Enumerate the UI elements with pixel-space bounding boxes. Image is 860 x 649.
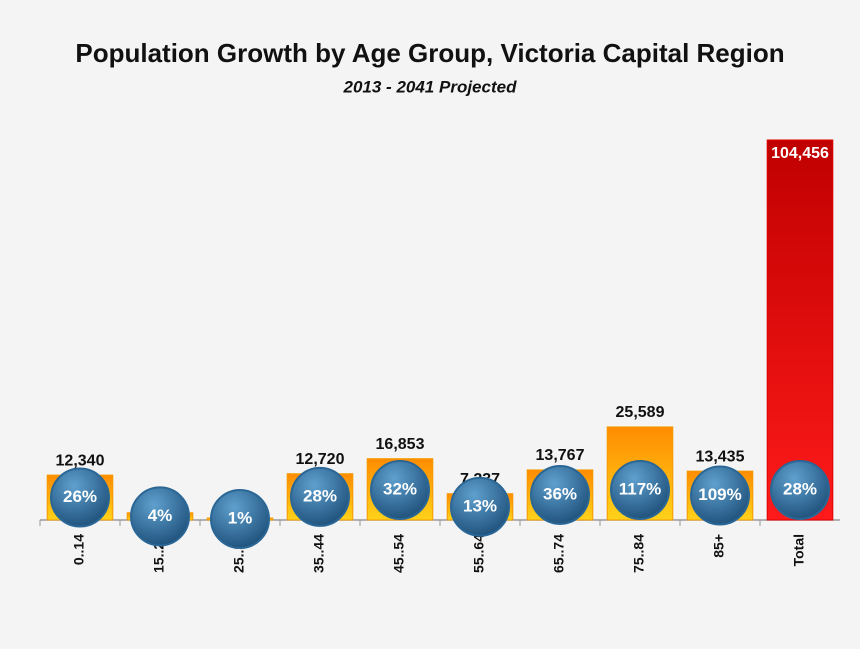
growth-bubble [530, 464, 590, 525]
growth-bubble [210, 489, 270, 550]
value-label: 13,435 [696, 448, 745, 465]
x-tick-label: 45..54 [391, 534, 407, 573]
growth-bubble [610, 460, 670, 520]
value-label: 12,720 [296, 451, 345, 468]
x-tick-label: Total [791, 534, 807, 566]
growth-label: 26% [63, 487, 97, 506]
growth-label: 109% [698, 485, 741, 504]
x-tick-label: 65..74 [551, 534, 567, 573]
growth-label: 36% [543, 484, 577, 503]
value-label: 13,767 [536, 447, 585, 464]
growth-label: 4% [148, 506, 173, 525]
value-label: 104,456 [771, 145, 829, 162]
bar [766, 139, 834, 521]
chart-subtitle: 2013 - 2041 Projected [343, 77, 518, 96]
growth-bubble [50, 467, 110, 528]
x-tick-label: 35..44 [311, 534, 327, 573]
growth-label: 28% [303, 486, 337, 505]
value-label: 16,853 [376, 436, 425, 453]
growth-bubble [290, 466, 350, 527]
growth-label: 28% [783, 479, 817, 498]
growth-bubble [130, 486, 190, 547]
chart-title: Population Growth by Age Group, Victoria… [75, 38, 784, 68]
growth-bubble [370, 460, 430, 520]
growth-label: 13% [463, 496, 497, 515]
growth-bubble [690, 465, 750, 526]
growth-label: 117% [619, 479, 662, 498]
growth-bubble [450, 476, 510, 537]
value-label: 25,589 [616, 404, 665, 421]
growth-label: 32% [383, 479, 417, 498]
growth-label: 1% [228, 509, 253, 528]
x-tick-label: 55..64 [471, 534, 487, 573]
growth-bubble [770, 460, 830, 520]
x-tick-label: 75..84 [631, 534, 647, 573]
value-label: 12,340 [56, 452, 105, 469]
x-tick-label: 85+ [711, 534, 727, 558]
x-tick-label: 0..14 [71, 534, 87, 565]
